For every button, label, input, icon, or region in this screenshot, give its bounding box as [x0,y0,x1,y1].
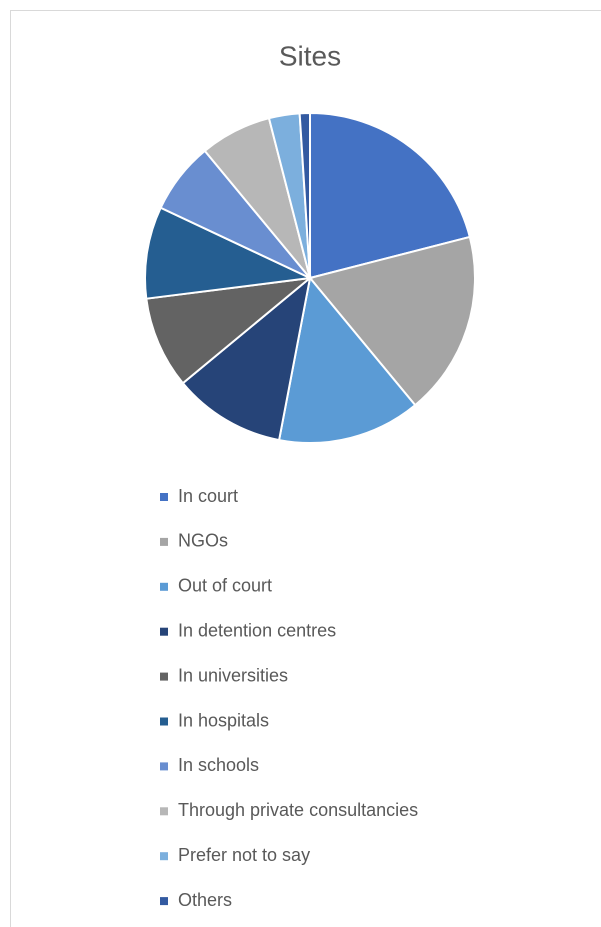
legend-label: In detention centres [178,620,336,640]
pie-slice [181,275,312,442]
legend-marker [160,627,168,636]
legend-marker [160,582,168,591]
pie-slice [298,111,311,279]
legend-marker [160,493,168,501]
legend-marker [160,897,168,906]
pie-slice [145,276,314,385]
pie-slice [144,206,314,300]
legend-marker [160,672,168,681]
chart-title: Sites [279,40,341,71]
legend-label: Out of court [178,576,272,596]
legend-label: Through private consultancies [178,800,418,820]
pie-slice [309,111,472,280]
legend-label: In universities [178,665,288,685]
legend-label: In schools [178,755,259,775]
legend-label: Prefer not to say [178,845,310,865]
pie-slice [277,275,417,444]
legend-marker [160,537,168,546]
legend-marker [160,852,168,861]
pie-slice [308,235,476,407]
legend-label: In court [178,486,238,506]
legend-label: NGOs [178,531,228,551]
legend-label: In hospitals [178,710,269,730]
legend-marker [160,807,168,816]
legend-label: Others [178,890,232,910]
legend-marker [160,717,168,726]
legend-marker [160,762,168,771]
